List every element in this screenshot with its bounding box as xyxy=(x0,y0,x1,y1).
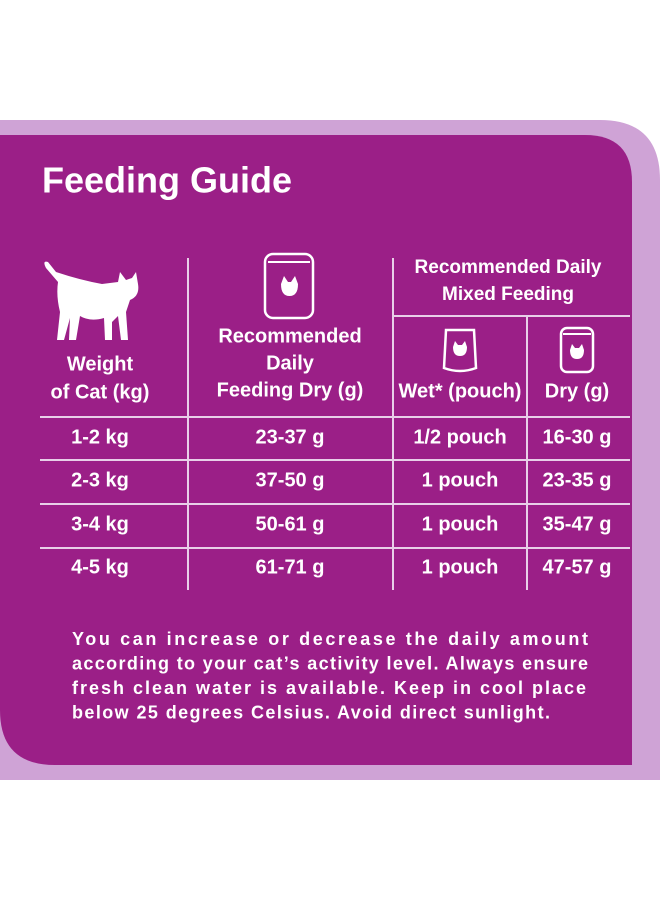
table-cell: 1 pouch xyxy=(422,513,499,535)
table-cell: 3-4 kg xyxy=(71,513,129,535)
table-cell: 23-37 g xyxy=(256,426,325,448)
table-cell: 4-5 kg xyxy=(71,556,129,578)
note-line: below 25 degrees Celsius. Avoid direct s… xyxy=(72,702,550,722)
header-weight: of Cat (kg) xyxy=(51,381,150,403)
dry-bag-icon xyxy=(263,252,315,320)
table-grid xyxy=(40,258,630,590)
note-line: according to your cat’s activity level. … xyxy=(72,653,588,673)
note-line: fresh clean water is available. Keep in … xyxy=(72,678,586,698)
note-line: You can increase or decrease the daily a… xyxy=(72,629,588,649)
inner-panel xyxy=(0,135,632,765)
table-cell: 35-47 g xyxy=(543,513,612,535)
header-dry: Recommended xyxy=(218,325,361,347)
header-dry: Daily xyxy=(266,352,315,374)
cat-icon xyxy=(44,261,139,340)
table-cell: 1/2 pouch xyxy=(413,426,506,448)
table-cell: 23-35 g xyxy=(543,469,612,491)
table-cell: 50-61 g xyxy=(256,513,325,535)
table-cell: 61-71 g xyxy=(256,556,325,578)
header-wet: Wet* (pouch) xyxy=(399,380,522,402)
table-cell: 1-2 kg xyxy=(71,426,129,448)
mixed-dry-bag-icon xyxy=(559,326,595,374)
table-cell: 47-57 g xyxy=(543,556,612,578)
header-weight: Weight xyxy=(67,353,134,375)
table-cell: 2-3 kg xyxy=(71,469,129,491)
title: Feeding Guide xyxy=(42,160,292,201)
header-dry: Feeding Dry (g) xyxy=(217,379,364,401)
header-mixed: Mixed Feeding xyxy=(442,284,574,305)
table-cell: 37-50 g xyxy=(256,469,325,491)
wet-pouch-icon xyxy=(442,328,478,373)
table-cell: 16-30 g xyxy=(543,426,612,448)
table-cell: 1 pouch xyxy=(422,556,499,578)
table-cell: 1 pouch xyxy=(422,469,499,491)
header-mixed-dry: Dry (g) xyxy=(545,380,609,402)
header-mixed: Recommended Daily xyxy=(415,257,602,278)
